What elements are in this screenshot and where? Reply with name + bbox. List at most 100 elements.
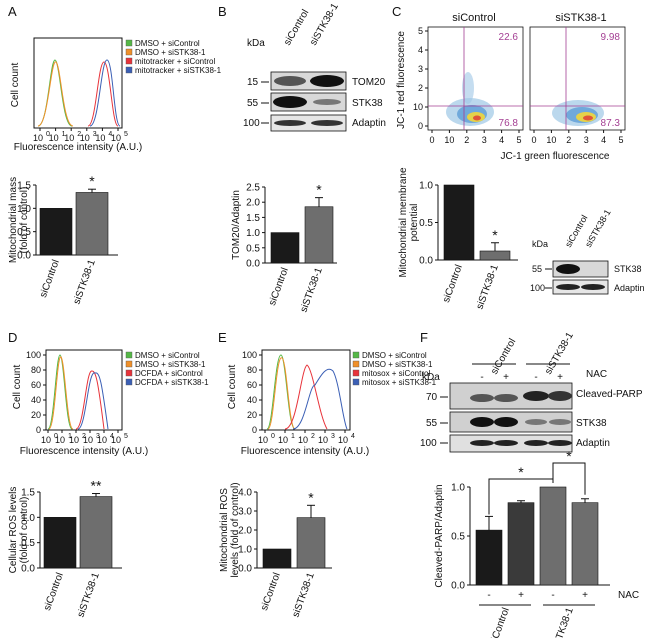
d-hist-ytick-label: 80	[31, 365, 41, 375]
f-lane-sicontrol: siControl	[489, 337, 518, 377]
a-curve-dmso-sistk38	[37, 61, 74, 127]
d-bar-category-label: siControl	[42, 571, 66, 612]
b-lane-sistk38: siSTK38-1	[308, 1, 341, 47]
c-flow-xtick-label: 3	[482, 135, 487, 145]
a-legend-label: mitotracker + siControl	[135, 57, 215, 66]
a-bar-significance: *	[89, 173, 95, 189]
c-flow-ytick-label: 0	[418, 121, 423, 131]
b-bar-ylabel: TOM20/Adaptin	[231, 190, 242, 260]
c-flow-xtick-label: 0	[531, 135, 536, 145]
c-bar-category-label: siControl	[441, 263, 465, 304]
panel-c-blot: kDa siControl siSTK38-1 55 STK38 100 Ada…	[530, 205, 650, 295]
c-title-sicontrol: siControl	[452, 12, 495, 24]
a-bar-ylabel: (fold of control)	[19, 187, 30, 254]
e-bar-ytick-label: 4.0	[238, 488, 252, 499]
e-bar-ylabel: levels (fold of control)	[230, 482, 241, 577]
f-lane-sistk38: siSTK38-1	[543, 330, 576, 376]
e-hist-xtick-base: 10	[298, 435, 308, 445]
a-bar-ylabel: Mitochondrial mass	[8, 177, 19, 263]
a-hist-xtick-base: 10	[111, 133, 121, 143]
d-legend-label: DCFDA + siControl	[135, 369, 203, 378]
a-curve-mito-sistk38	[89, 59, 121, 127]
f-bar-treatment-label: +	[582, 590, 588, 601]
f-bar-bracket-star: *	[518, 464, 524, 480]
e-hist-frame	[261, 349, 351, 431]
c-bar-bar	[443, 184, 475, 261]
panel-b-bar-chart: 0.0 0.5 1.0 1.5 2.0 2.5 TOM20/Adaptin siControl…	[231, 182, 337, 314]
e-bar-category-label: siControl	[259, 571, 283, 612]
d-legend-label: DMSO + siControl	[135, 351, 200, 360]
d-hist-ylabel: Cell count	[12, 365, 23, 410]
d-legend-swatch	[125, 351, 133, 359]
e-hist-ytick-label: 20	[247, 410, 257, 420]
e-hist-xtick-exp: 0	[271, 433, 275, 440]
a-hist-xtick-base: 10	[80, 133, 90, 143]
f-band-stk38-2	[494, 417, 518, 427]
b-kda-15: 15	[247, 77, 259, 88]
b-band-stk38-2	[313, 99, 341, 105]
f-band-stk38-1	[470, 417, 494, 427]
d-legend-label: DMSO + siSTK38-1	[135, 360, 206, 369]
d-hist-frame	[45, 349, 123, 431]
a-legend-label: mitotracker + siSTK38-1	[135, 66, 222, 75]
a-bar-bar	[75, 192, 109, 256]
c-plot-sicontrol-density	[446, 72, 494, 126]
a-bar-ytick-label: 1.0	[17, 204, 31, 215]
e-legend-swatch	[352, 378, 360, 386]
f-band-stk38-3	[525, 419, 547, 425]
c-band-adaptin-1	[556, 284, 580, 290]
a-hist-frame	[33, 37, 123, 129]
panel-f-blot: siControl siSTK38-1 NAC kDa - + - + 70 C…	[420, 330, 650, 465]
c-bar-ytick-label: 0.0	[419, 256, 433, 267]
f-bar-treatment-title: NAC	[618, 590, 639, 601]
e-hist-xtick-base: 10	[338, 435, 348, 445]
a-hist-xlabel: Fluorescence intensity (A.U.)	[14, 142, 142, 153]
panel-label-a: A	[8, 4, 17, 19]
d-hist-xtick-base: 10	[83, 435, 93, 445]
c-q-sicontrol-lower: 76.8	[499, 118, 519, 129]
d-curve-dcfda-sicontrol	[75, 370, 105, 430]
f-kda-label: kDa	[422, 372, 440, 383]
f-nac-4: +	[557, 372, 563, 383]
f-bar-bracket	[488, 478, 554, 515]
a-bar-ytick-label: 1.5	[17, 181, 31, 192]
a-legend-swatch	[125, 66, 133, 74]
a-curve-mito-sicontrol	[87, 61, 119, 127]
f-bar-ytick-label: 1.0	[451, 483, 465, 494]
d-curve-dmso-sicontrol	[47, 354, 73, 430]
b-bar-ytick-label: 2.0	[246, 198, 260, 209]
d-legend-label: DCFDA + siSTK38-1	[135, 378, 209, 387]
f-protein-parp: Cleaved-PARP	[576, 389, 643, 400]
b-band-tom20-2	[310, 75, 344, 87]
panel-label-b: B	[218, 4, 227, 19]
e-bar-ytick-label: 0.0	[238, 564, 252, 575]
f-band-parp-4	[548, 391, 572, 401]
a-hist-xtick-base: 10	[95, 133, 105, 143]
b-kda-100: 100	[243, 118, 260, 129]
a-hist-xtick-exp: 5	[124, 131, 128, 138]
b-bar-category-label: siSTK38-1	[299, 266, 325, 314]
e-bar-ylabel: Mitochondrial ROS	[219, 488, 230, 572]
b-bar-bar	[270, 232, 300, 264]
d-hist-xtick-base: 10	[41, 435, 51, 445]
c-plot-sistk38-density	[552, 100, 604, 126]
b-protein-stk38: STK38	[352, 98, 383, 109]
a-hist-xtick-exp: 0	[46, 131, 50, 138]
e-hist-xtick-exp: 1	[291, 433, 295, 440]
e-bar-bar	[296, 517, 326, 569]
a-hist-xtick-exp: 2	[77, 131, 81, 138]
f-band-adaptin-4	[548, 440, 572, 446]
f-bar-bracket	[552, 462, 586, 495]
a-legend-label: DMSO + siSTK38-1	[135, 48, 206, 57]
a-hist-ylabel: Cell count	[10, 63, 21, 108]
c-q-sicontrol-upper: 22.6	[499, 32, 519, 43]
b-band-tom20-1	[274, 76, 306, 86]
f-bar-treatment-label: -	[551, 590, 554, 601]
b-bar-ytick-label: 2.5	[246, 183, 260, 194]
e-legend-swatch	[352, 351, 360, 359]
